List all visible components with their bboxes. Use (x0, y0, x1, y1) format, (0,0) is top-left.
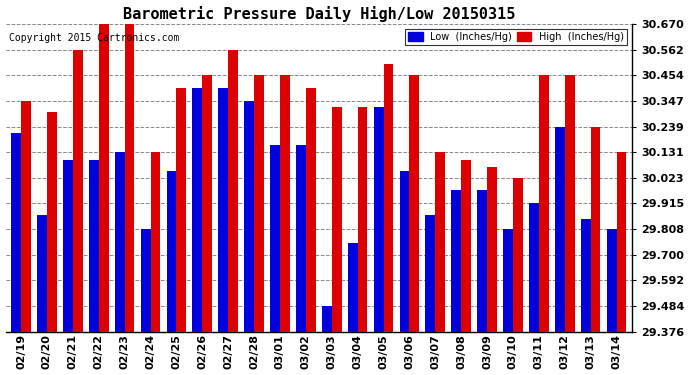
Bar (374, 107, 384, 332)
Bar (487, 166, 497, 332)
Bar (21, 101, 31, 332)
Bar (564, 75, 575, 332)
Bar (400, 171, 409, 332)
Bar (306, 88, 316, 332)
Bar (218, 88, 228, 332)
Bar (177, 88, 186, 332)
Bar (555, 126, 564, 332)
Bar (73, 50, 83, 332)
Bar (166, 171, 177, 332)
Bar (244, 101, 254, 332)
Bar (461, 159, 471, 332)
Bar (270, 145, 280, 332)
Bar (409, 75, 420, 332)
Bar (322, 306, 332, 332)
Bar (115, 152, 125, 332)
Bar (37, 214, 47, 332)
Bar (477, 190, 487, 332)
Bar (280, 75, 290, 332)
Bar (63, 159, 73, 332)
Bar (529, 204, 539, 332)
Bar (581, 219, 591, 332)
Bar (616, 152, 627, 332)
Text: Copyright 2015 Cartronics.com: Copyright 2015 Cartronics.com (9, 33, 179, 44)
Bar (296, 145, 306, 332)
Bar (125, 24, 135, 332)
Bar (539, 75, 549, 332)
Bar (332, 107, 342, 332)
Bar (47, 112, 57, 332)
Bar (426, 214, 435, 332)
Bar (193, 88, 202, 332)
Bar (357, 107, 368, 332)
Bar (384, 64, 393, 332)
Bar (254, 75, 264, 332)
Bar (591, 126, 600, 332)
Bar (150, 152, 160, 332)
Bar (607, 229, 616, 332)
Bar (11, 133, 21, 332)
Bar (503, 229, 513, 332)
Bar (348, 243, 357, 332)
Bar (435, 152, 445, 332)
Bar (141, 229, 150, 332)
Bar (451, 190, 461, 332)
Bar (202, 75, 212, 332)
Bar (99, 24, 108, 332)
Bar (513, 178, 523, 332)
Legend: Low  (Inches/Hg), High  (Inches/Hg): Low (Inches/Hg), High (Inches/Hg) (405, 29, 627, 45)
Title: Barometric Pressure Daily High/Low 20150315: Barometric Pressure Daily High/Low 20150… (123, 6, 515, 21)
Bar (89, 159, 99, 332)
Bar (228, 50, 238, 332)
